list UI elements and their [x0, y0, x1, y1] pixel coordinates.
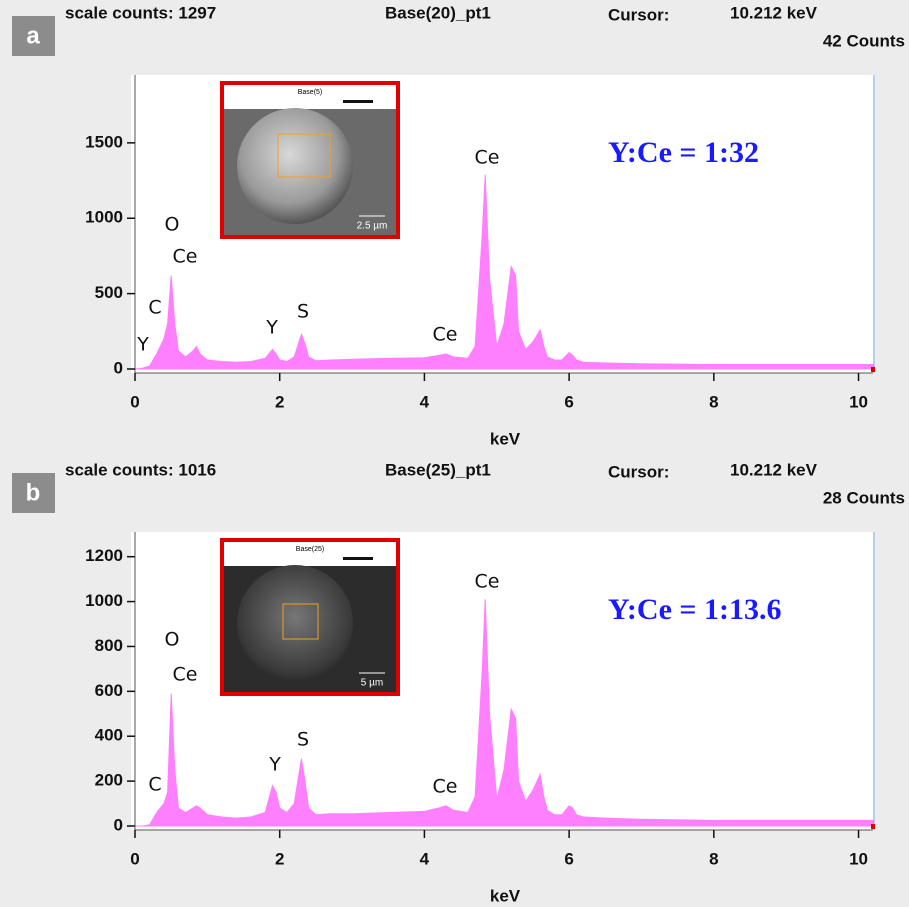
x-tick-label: 10 [849, 392, 868, 411]
cursor-energy: 10.212 keV [730, 460, 818, 479]
x-tick-label: 2 [275, 392, 284, 411]
peak-label: Ce [475, 147, 500, 169]
inset-roi [282, 603, 319, 640]
y-tick-label: 600 [95, 681, 123, 700]
panel-label: b [26, 479, 41, 506]
cursor-counts: 28 Counts [823, 488, 905, 507]
peak-label: S [297, 301, 309, 323]
inset-bar [343, 100, 373, 103]
y-tick-label: 1000 [85, 591, 123, 610]
inset-header [224, 542, 396, 566]
spectrum-name: Base(25)_pt1 [385, 460, 491, 479]
panel-label: a [26, 22, 40, 49]
peak-label: Y [136, 334, 149, 356]
cursor-marker [871, 824, 875, 829]
inset-frame [220, 538, 400, 696]
y-tick-label: 0 [114, 815, 123, 834]
peak-label: O [165, 629, 180, 651]
peak-label: Y [268, 754, 281, 776]
peak-label: S [297, 729, 309, 751]
inset-header [224, 85, 396, 109]
peak-label: C [148, 297, 161, 319]
inset-title: Base(25) [296, 546, 324, 553]
panel-label-bg [12, 473, 55, 513]
cursor-energy: 10.212 keV [730, 3, 818, 22]
inset-particle [237, 108, 353, 224]
peak-label: Ce [433, 776, 458, 798]
scale-counts: scale counts: 1016 [65, 460, 216, 479]
ratio-annotation: Y:Ce = 1:32 [608, 136, 759, 169]
scale-counts: scale counts: 1297 [65, 3, 216, 22]
ratio-annotation: Y:Ce = 1:13.6 [608, 593, 781, 626]
x-tick-label: 4 [420, 849, 430, 868]
spectrum-name: Base(20)_pt1 [385, 3, 491, 22]
x-tick-label: 6 [564, 849, 573, 868]
peak-label: O [165, 214, 180, 236]
x-tick-label: 2 [275, 849, 284, 868]
x-axis-label: keV [490, 886, 521, 905]
spectrum [134, 174, 874, 370]
y-tick-label: 800 [95, 636, 123, 655]
cursor-marker [871, 367, 875, 372]
cursor-label: Cursor: [608, 5, 669, 24]
y-tick-label: 400 [95, 726, 123, 745]
inset-scale-label: 5 µm [361, 678, 383, 689]
x-axis-label: keV [490, 429, 521, 448]
y-tick-label: 1200 [85, 546, 123, 565]
x-tick-label: 4 [420, 392, 430, 411]
y-tick-label: 1000 [85, 208, 123, 227]
x-tick-label: 8 [709, 849, 718, 868]
x-tick-label: 6 [564, 392, 573, 411]
y-tick-label: 0 [114, 358, 123, 377]
peak-label: C [148, 774, 161, 796]
inset-bar [343, 557, 373, 560]
peak-label: Ce [173, 664, 198, 686]
inset-scale-label: 2.5 µm [357, 221, 388, 232]
panel: b scale counts: 1016 Base(25)_pt1 Cursor: 10… [10, 457, 909, 907]
peak-label: Y [265, 317, 278, 339]
y-tick-label: 1500 [85, 132, 123, 151]
cursor-counts: 42 Counts [823, 31, 905, 50]
x-tick-label: 0 [130, 392, 139, 411]
x-tick-label: 0 [130, 849, 139, 868]
panel-label-bg [12, 16, 55, 56]
inset-frame [220, 81, 400, 239]
inset-roi [277, 133, 331, 178]
cursor-label: Cursor: [608, 462, 669, 481]
y-tick-label: 500 [95, 283, 123, 302]
x-tick-label: 10 [849, 849, 868, 868]
peak-label: Ce [433, 324, 458, 346]
x-tick-label: 8 [709, 392, 718, 411]
inset-title: Base(5) [298, 89, 323, 96]
spectrum [135, 599, 874, 827]
panel: a scale counts: 1297 Base(20)_pt1 Cursor: 10… [10, 0, 909, 452]
peak-label: Ce [173, 246, 198, 268]
y-tick-label: 200 [95, 771, 123, 790]
peak-label: Ce [475, 571, 500, 593]
inset-particle [237, 565, 353, 681]
